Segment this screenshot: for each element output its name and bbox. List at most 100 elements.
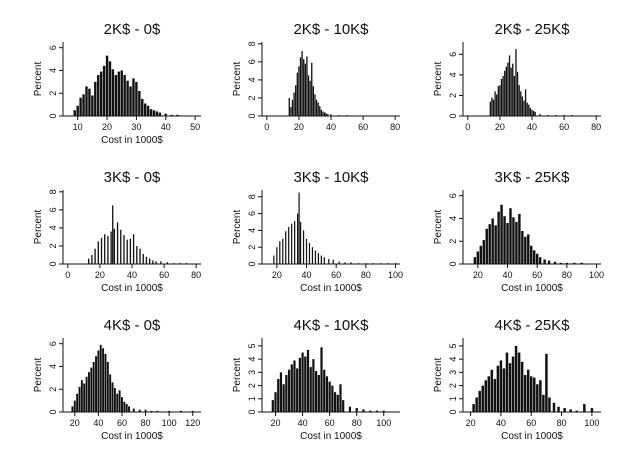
histogram-bar: [499, 360, 503, 412]
histogram-bar: [339, 384, 342, 412]
panel-title: 2K$ - 25K$: [494, 21, 570, 38]
y-axis-label: Percent: [433, 62, 444, 97]
histogram-bar: [320, 109, 323, 116]
histogram-bar: [583, 404, 586, 412]
histogram-bar: [524, 236, 527, 264]
histogram-bar: [535, 253, 539, 264]
histogram-bar: [102, 348, 105, 412]
x-tick-label: 40: [161, 122, 171, 132]
histogram-bar: [293, 92, 295, 116]
histogram-bar: [332, 259, 334, 264]
histogram-bar: [518, 85, 520, 116]
panel-title: 4K$ - 25K$: [494, 317, 570, 334]
x-tick-label: 100: [376, 418, 391, 428]
histogram-bar: [315, 99, 318, 116]
histogram-bar: [565, 262, 569, 264]
histogram-bar: [575, 410, 578, 412]
x-tick-label: 0: [465, 122, 470, 132]
histogram-bar: [296, 368, 299, 412]
histogram-bar: [155, 261, 157, 264]
x-tick-label: 60: [331, 270, 341, 280]
x-tick-label: 40: [326, 122, 336, 132]
histogram-bar: [166, 262, 168, 264]
y-tick-label: 4: [48, 68, 58, 73]
histogram-bar: [277, 378, 280, 412]
histogram-bar: [274, 392, 277, 412]
histogram-bar: [142, 254, 144, 264]
histogram-bar: [97, 241, 99, 264]
histogram-bar: [499, 85, 501, 116]
x-tick-label: 20: [95, 270, 105, 280]
histogram-bar: [311, 62, 313, 116]
histogram-bar: [543, 259, 546, 264]
histogram-bar: [92, 361, 95, 412]
histogram-bar: [530, 245, 533, 264]
histogram-bar: [99, 344, 102, 412]
histogram-bar: [476, 251, 480, 264]
histogram-bar: [121, 397, 123, 412]
histogram-bar: [290, 106, 292, 116]
histogram-bar: [99, 71, 103, 116]
x-tick-label: 80: [591, 122, 601, 132]
histogram-bar: [496, 94, 498, 116]
histogram-bar: [125, 404, 128, 412]
histogram-bar: [129, 238, 132, 264]
histogram-bar: [520, 91, 522, 116]
histogram-bar: [306, 56, 308, 116]
y-tick-label: 8: [48, 189, 58, 194]
histogram-bar: [511, 356, 515, 412]
histogram-bar: [298, 66, 300, 116]
histogram-bar: [510, 67, 512, 116]
histogram-bar: [336, 394, 339, 412]
x-tick-label: 40: [503, 270, 513, 280]
histogram-bar: [287, 369, 291, 412]
histogram-bar: [494, 91, 496, 116]
histogram-panel-9: 4K$ - 25K$ 0 1 2 3 4 5 20 40 60 80 100 Percent Cost i…: [433, 317, 601, 442]
x-tick-label: 20: [473, 270, 483, 280]
y-tick-label: 6: [448, 52, 458, 57]
x-axis-label: Cost in 1000$: [501, 283, 563, 294]
y-tick-label: 4: [247, 357, 257, 362]
histogram-bar: [493, 378, 497, 412]
histogram-bar: [563, 408, 566, 412]
histogram-bar: [514, 345, 518, 412]
y-tick-label: 8: [247, 194, 257, 199]
x-tick-label: 60: [325, 418, 335, 428]
histogram-bar: [288, 97, 290, 116]
y-tick-label: 2: [247, 245, 257, 250]
histogram-bar: [293, 360, 296, 412]
panel-title: 3K$ - 10K$: [293, 169, 369, 186]
panel-title: 2K$ - 10K$: [293, 21, 369, 38]
histogram-bar: [102, 65, 106, 116]
histogram-bar: [590, 408, 594, 412]
histogram-bar: [530, 376, 533, 412]
histogram-bar: [319, 106, 321, 116]
y-axis-label: Percent: [232, 210, 243, 245]
histogram-bar: [132, 78, 135, 116]
histogram-bar: [580, 262, 583, 264]
y-tick-label: 0: [448, 113, 458, 118]
x-tick-label: 60: [532, 270, 542, 280]
histogram-bar: [528, 104, 530, 116]
histogram-bar: [533, 250, 536, 264]
histogram-bar: [123, 235, 125, 264]
histogram-bar: [97, 350, 100, 412]
histogram-bar: [273, 255, 275, 264]
histogram-bar: [533, 377, 536, 412]
histogram-bar: [338, 261, 340, 264]
histogram-bar: [473, 257, 477, 264]
histogram-bar: [152, 110, 156, 116]
histogram-bar: [83, 383, 86, 412]
histogram-bar: [117, 71, 120, 116]
histogram-bar: [76, 105, 79, 116]
histogram-bar: [523, 375, 527, 412]
histogram-bar: [138, 90, 141, 116]
histogram-bar: [505, 352, 509, 412]
histogram-bar: [141, 98, 144, 116]
histogram-bar: [170, 114, 173, 116]
histogram-bar: [109, 374, 112, 412]
x-tick-label: 120: [185, 418, 200, 428]
histogram-bar: [309, 367, 312, 412]
y-tick-label: 2: [48, 243, 58, 248]
histogram-bar: [76, 393, 79, 412]
